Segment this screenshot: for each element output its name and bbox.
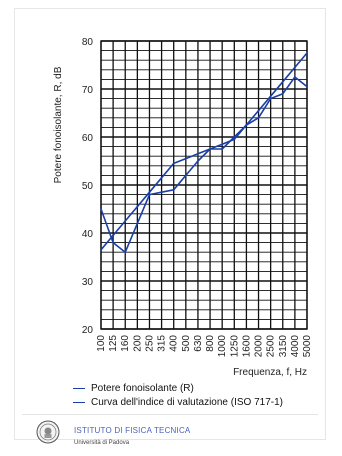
x-tick-label: 315	[157, 335, 168, 352]
series-point-1	[100, 248, 102, 251]
series-point-1	[257, 109, 260, 112]
x-tick-label: 200	[132, 335, 143, 352]
y-tick-label: 80	[82, 37, 94, 48]
series-point-1	[293, 66, 296, 69]
series-point-0	[269, 97, 272, 100]
series-point-0	[233, 136, 236, 138]
university-name: Università di Padova	[74, 440, 130, 446]
series-point-0	[172, 188, 175, 191]
x-tick-label: 3150	[278, 335, 289, 358]
footer-divider	[22, 414, 318, 415]
series-point-1	[233, 138, 236, 141]
y-tick-label: 40	[82, 229, 94, 240]
x-tick-label: 160	[120, 335, 131, 352]
x-tick-label: 5000	[302, 335, 313, 358]
legend: Potere fonoisolante (R) Curva dell'indic…	[73, 381, 283, 409]
series-point-0	[293, 76, 296, 78]
series-point-1	[245, 124, 248, 126]
x-tick-label: 1250	[229, 335, 240, 358]
x-tick-label: 400	[169, 335, 180, 352]
legend-swatch-r	[73, 387, 85, 389]
x-tick-label: 1000	[217, 335, 228, 358]
chart-card: 20 30 40 50 60 70 80 100 125 160 200 250 315 400 500 63…	[14, 8, 326, 440]
series-point-1	[184, 157, 187, 160]
series-point-1	[281, 80, 284, 83]
x-tick-label: 4000	[290, 335, 301, 358]
y-axis-label: Potere fonoisolante, R, dB	[53, 66, 64, 183]
x-tick-label: 2500	[266, 335, 277, 358]
series-point-1	[124, 220, 127, 222]
series-point-0	[124, 251, 127, 254]
x-tick-label: 2000	[254, 335, 265, 358]
series-point-0	[197, 160, 199, 162]
chart-svg: 20 30 40 50 60 70 80 100 125 160 200 250 315 400 500 63…	[53, 37, 313, 378]
series-point-1	[112, 234, 115, 237]
series-point-0	[306, 85, 308, 88]
y-tick-label: 50	[82, 181, 94, 192]
series-point-1	[306, 52, 308, 54]
series-point-0	[184, 174, 187, 177]
series-line-0	[100, 76, 308, 253]
legend-swatch-curve	[73, 401, 85, 403]
y-tick-label: 20	[82, 325, 94, 336]
y-tick-label: 60	[82, 133, 94, 144]
series-point-1	[172, 162, 175, 165]
series-point-0	[160, 191, 163, 194]
series-point-1	[160, 176, 163, 179]
series-line-1	[100, 52, 308, 251]
x-tick-label: 800	[205, 335, 216, 352]
series-point-0	[136, 222, 139, 225]
series-point-0	[100, 208, 102, 210]
x-tick-label: 125	[108, 335, 119, 352]
series-point-1	[209, 148, 211, 150]
x-tick-label: 630	[193, 335, 204, 352]
series-point-0	[148, 193, 151, 196]
x-tick-label: 500	[181, 335, 192, 352]
legend-label-r: Potere fonoisolante (R)	[91, 382, 194, 394]
series-point-1	[148, 191, 151, 194]
y-tick-label: 70	[82, 85, 94, 96]
series-point-0	[112, 241, 115, 244]
legend-item-curve: Curva dell'indice di valutazione (ISO 71…	[73, 395, 283, 409]
y-tick-label: 30	[82, 277, 94, 288]
institute-name: ISTITUTO DI FISICA TECNICA	[74, 426, 191, 435]
x-tick-label: 250	[144, 335, 155, 352]
series-point-0	[281, 92, 284, 95]
series-point-0	[221, 148, 224, 150]
series-point-0	[257, 116, 260, 119]
x-tick-label: 1600	[241, 335, 252, 358]
series-point-1	[269, 95, 272, 98]
legend-item-r: Potere fonoisolante (R)	[73, 381, 283, 395]
series-point-1	[136, 205, 139, 208]
x-tick-label: 100	[96, 335, 107, 352]
series-point-1	[197, 152, 199, 155]
x-axis-label: Frequenza, f, Hz	[233, 367, 307, 378]
series-point-1	[221, 143, 224, 146]
legend-label-curve: Curva dell'indice di valutazione (ISO 71…	[91, 396, 284, 408]
university-seal-icon	[36, 420, 60, 444]
